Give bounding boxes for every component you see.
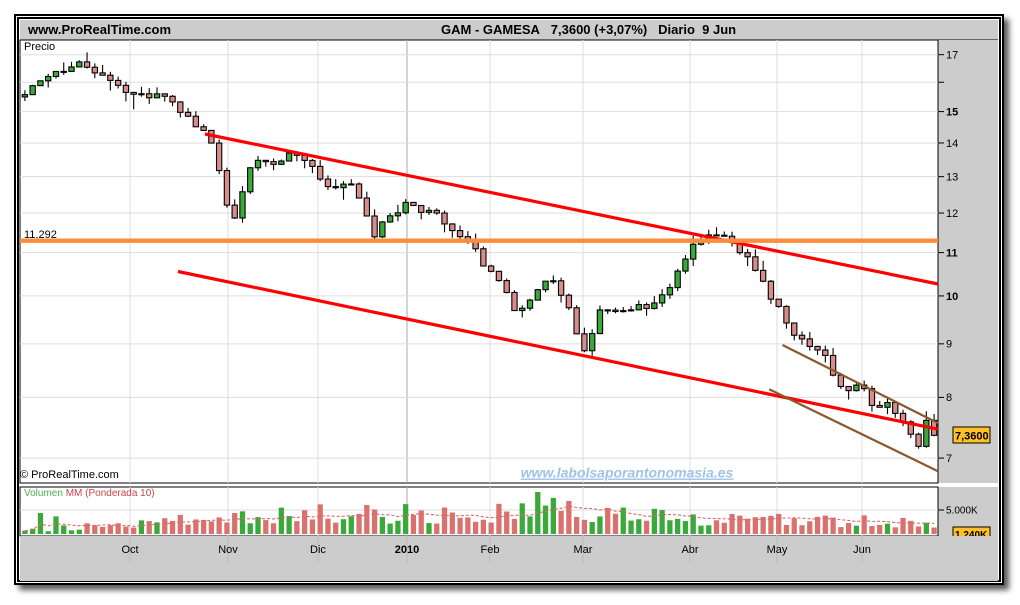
svg-text:7,3600: 7,3600: [955, 431, 989, 443]
svg-text:17: 17: [946, 50, 958, 62]
svg-text:Dic: Dic: [310, 544, 326, 556]
svg-text:14: 14: [946, 138, 958, 150]
svg-text:13: 13: [946, 172, 958, 184]
svg-text:11: 11: [946, 248, 958, 260]
svg-text:Nov: Nov: [218, 544, 238, 556]
svg-text:www.labolsaporantonomasia.es: www.labolsaporantonomasia.es: [521, 465, 734, 481]
svg-text:Feb: Feb: [481, 544, 500, 556]
svg-text:8: 8: [946, 392, 952, 404]
svg-text:Jun: Jun: [853, 544, 871, 556]
svg-text:15: 15: [946, 107, 958, 119]
svg-text:GAM - GAMESA 7,3600 (+3,07%): GAM - GAMESA 7,3600 (+3,07%) Diario 9 Ju…: [441, 22, 736, 37]
svg-text:12: 12: [946, 208, 958, 220]
svg-text:7: 7: [946, 453, 952, 465]
svg-text:2010: 2010: [395, 544, 419, 556]
svg-text:© ProRealTime.com: © ProRealTime.com: [20, 469, 119, 481]
svg-text:Oct: Oct: [121, 544, 138, 556]
svg-text:Volumen MM (Ponderada 10): Volumen MM (Ponderada 10): [24, 488, 155, 499]
svg-text:9: 9: [946, 339, 952, 351]
svg-text:May: May: [767, 544, 788, 556]
svg-text:10: 10: [946, 291, 958, 303]
svg-text:Precio: Precio: [24, 41, 55, 53]
svg-text:5.000K: 5.000K: [946, 506, 978, 517]
svg-text:Abr: Abr: [681, 544, 698, 556]
svg-text:www.ProRealTime.com: www.ProRealTime.com: [27, 22, 171, 37]
svg-text:Mar: Mar: [574, 544, 593, 556]
